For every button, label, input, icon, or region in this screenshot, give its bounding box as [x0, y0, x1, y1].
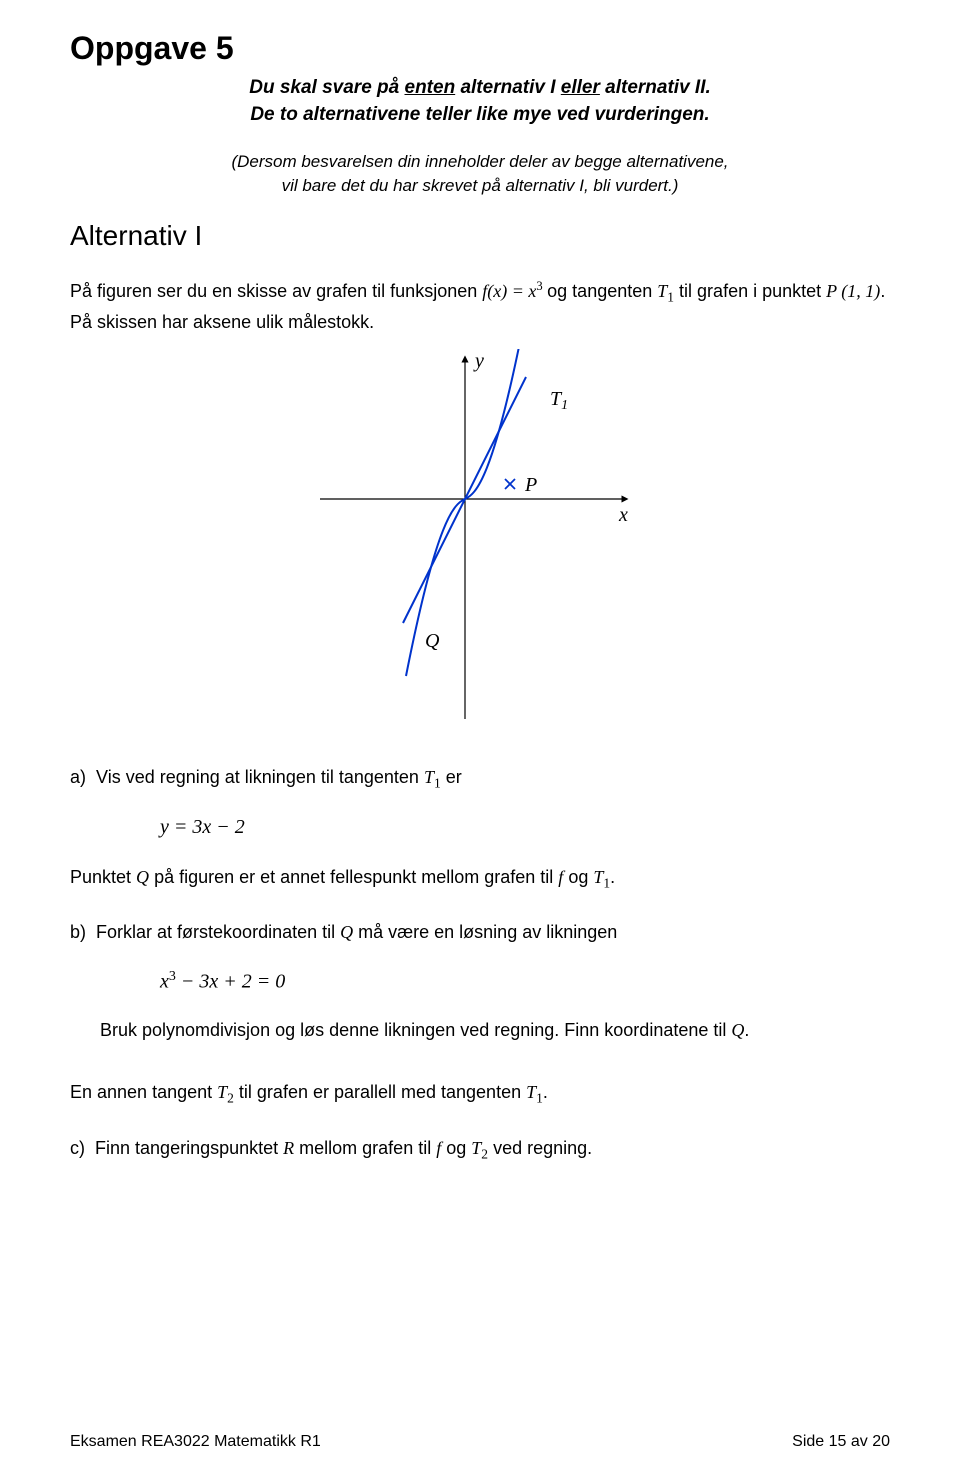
- R-var: R: [283, 1138, 294, 1158]
- fx: f(x) = x: [482, 281, 536, 301]
- c-pre: c): [70, 1138, 85, 1158]
- Q-var3: Q: [731, 1020, 744, 1040]
- Q-label: Q: [425, 630, 440, 652]
- T: T: [471, 1138, 481, 1158]
- intro-1: På figuren ser du en skisse av grafen ti…: [70, 281, 482, 301]
- sub2b: 2: [481, 1146, 488, 1161]
- exp3: 3: [169, 969, 176, 984]
- instructions-block: Du skal svare på enten alternativ I elle…: [70, 75, 890, 128]
- sub1: 1: [434, 775, 441, 790]
- eqn-b-rest: − 3x + 2 = 0: [176, 971, 285, 993]
- c-text4: ved regning.: [493, 1138, 592, 1158]
- a-pre: a): [70, 767, 86, 787]
- alt-heading: Alternativ I: [70, 220, 890, 252]
- c-text3: og: [446, 1138, 471, 1158]
- P-coord: P (1, 1): [826, 281, 880, 301]
- a-text: Vis ved regning at likningen til tangent…: [96, 767, 424, 787]
- a-er: er: [446, 767, 462, 787]
- page-footer: Eksamen REA3022 Matematikk R1 Side 15 av…: [70, 1433, 890, 1451]
- sub1: 1: [667, 289, 674, 304]
- T1: T1: [657, 281, 674, 301]
- T1-var: T1: [593, 867, 610, 887]
- T: T: [424, 767, 434, 787]
- T1-var3: T1: [526, 1082, 543, 1102]
- eqn-a-expr: y = 3x − 2: [160, 816, 245, 838]
- x-label: x: [618, 504, 628, 526]
- sub-line2: vil bare det du har skrevet på alternati…: [282, 176, 679, 195]
- b-text: Forklar at førstekoordinaten til: [96, 922, 340, 942]
- pQ-2: på figuren er et annet fellespunkt mello…: [154, 867, 558, 887]
- P-label: P: [524, 474, 537, 496]
- b-pre: b): [70, 922, 86, 942]
- period2: .: [744, 1020, 749, 1040]
- sub2: 2: [227, 1091, 234, 1106]
- intro-2: og tangenten: [547, 281, 657, 301]
- sub-line1: (Dersom besvarelsen din inneholder deler…: [231, 152, 728, 171]
- instr-line2: De to alternativene teller like mye ved …: [250, 104, 709, 125]
- sub1: 1: [536, 1091, 543, 1106]
- T: T: [526, 1082, 536, 1102]
- instr-text: Du skal svare på: [249, 77, 404, 98]
- para-T2: En annen tangent T2 til grafen er parall…: [70, 1078, 890, 1109]
- period: .: [610, 867, 615, 887]
- intro-3: til grafen i punktet: [679, 281, 826, 301]
- T: T: [593, 867, 603, 887]
- T2-2: til grafen er parallell med tangenten: [239, 1082, 526, 1102]
- question-a: a) Vis ved regning at likningen til tang…: [70, 763, 890, 794]
- f-var: f: [558, 867, 563, 887]
- eqn-b: x3 − 3x + 2 = 0: [160, 969, 890, 994]
- T: T: [657, 281, 667, 301]
- c-text2: mellom grafen til: [299, 1138, 436, 1158]
- T: T: [217, 1082, 227, 1102]
- exp-3: 3: [536, 279, 542, 293]
- instr-end: alternativ II.: [600, 77, 711, 98]
- graph-sketch: y x T1 P Q: [315, 349, 645, 739]
- question-b: b) Forklar at førstekoordinaten til Q må…: [70, 918, 890, 947]
- pQ-3: og: [568, 867, 593, 887]
- T2-1: En annen tangent: [70, 1082, 217, 1102]
- T1-label: T1: [550, 388, 568, 413]
- sub-instructions: (Dersom besvarelsen din inneholder deler…: [70, 150, 890, 198]
- enten-underline: enten: [405, 77, 456, 98]
- Q-var: Q: [136, 867, 149, 887]
- pQ-1: Punktet: [70, 867, 136, 887]
- Q-var2: Q: [340, 922, 353, 942]
- T2-var2: T2: [471, 1138, 488, 1158]
- y-label: y: [473, 350, 484, 372]
- a-T1: T1: [424, 767, 441, 787]
- b-solve-text: Bruk polynomdivisjon og løs denne liknin…: [100, 1020, 731, 1040]
- b-solve: Bruk polynomdivisjon og løs denne liknin…: [100, 1016, 890, 1045]
- footer-right: Side 15 av 20: [792, 1433, 890, 1451]
- b-text2: må være en løsning av likningen: [358, 922, 617, 942]
- fx-expr: f(x) = x3: [482, 281, 547, 301]
- T2-var: T2: [217, 1082, 234, 1102]
- c-text1: Finn tangeringspunktet: [95, 1138, 283, 1158]
- instr-mid: alternativ I: [455, 77, 561, 98]
- eqn-a: y = 3x − 2: [160, 816, 890, 839]
- f-var2: f: [436, 1138, 441, 1158]
- question-c: c) Finn tangeringspunktet R mellom grafe…: [70, 1134, 890, 1165]
- footer-left: Eksamen REA3022 Matematikk R1: [70, 1433, 321, 1451]
- eller-underline: eller: [561, 77, 600, 98]
- period3: .: [543, 1082, 548, 1102]
- task-title: Oppgave 5: [70, 30, 890, 67]
- para-Q: Punktet Q på figuren er et annet fellesp…: [70, 863, 890, 894]
- alt-intro: På figuren ser du en skisse av grafen ti…: [70, 276, 890, 337]
- point-P: [505, 479, 515, 489]
- eqn-b-x: x: [160, 971, 169, 993]
